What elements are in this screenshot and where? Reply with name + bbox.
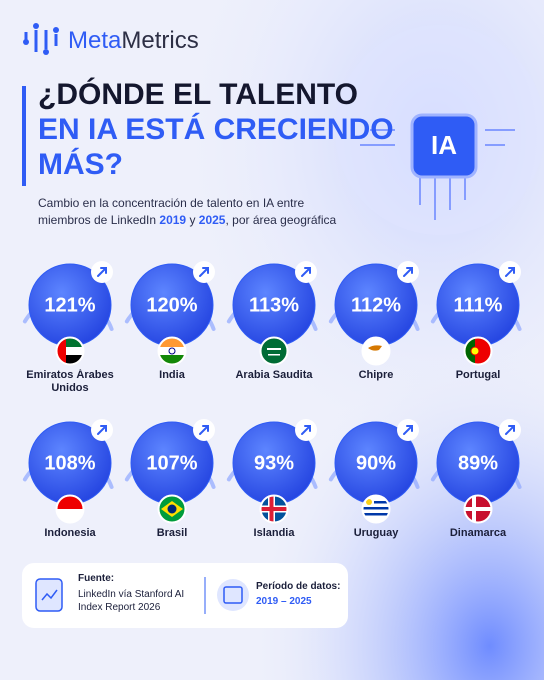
logo-icon — [23, 23, 59, 55]
flag-art — [57, 338, 83, 364]
period-label: Período de datos: — [256, 581, 340, 592]
flag — [55, 494, 85, 524]
flag — [361, 336, 391, 366]
subtitle-part: , por área geográfica — [225, 213, 337, 227]
flag-ring — [463, 336, 493, 366]
flag — [463, 336, 493, 366]
subtitle-box: Cambio en la concentración de talento en… — [38, 195, 338, 229]
flag-art — [465, 338, 491, 364]
subtitle: Cambio en la concentración de talento en… — [38, 195, 338, 229]
value-label: 121% — [44, 294, 95, 316]
arrow — [199, 425, 209, 435]
category-label: Uruguay — [353, 527, 399, 539]
category-label: Dinamarca — [449, 527, 507, 539]
flag — [259, 494, 289, 524]
flag-ring — [259, 336, 289, 366]
circuits — [360, 129, 515, 220]
category-label: Brasil — [156, 527, 188, 539]
flag-ring — [55, 336, 85, 366]
badge-text: IA — [431, 130, 457, 160]
brand: MetaMetrics — [68, 27, 199, 54]
subtitle-year: 2019 — [159, 213, 187, 227]
arrow — [403, 425, 413, 435]
category-label: India — [159, 369, 185, 381]
source-box: LinkedIn vía Stanford AI Index Report 20… — [78, 589, 185, 613]
label-box: Islandia — [253, 527, 295, 539]
flag-ring — [157, 336, 187, 366]
value-label: 113% — [249, 294, 299, 316]
value-label: 111% — [454, 294, 503, 316]
arrow — [199, 267, 209, 277]
flag — [361, 494, 391, 524]
category-label: Portugal — [455, 369, 501, 381]
title-bar — [22, 86, 26, 186]
value-label: 108% — [44, 452, 95, 474]
flag-art — [159, 338, 185, 364]
label-box: Emiratos Árabes Unidos — [26, 369, 114, 394]
value-label: 90% — [356, 452, 396, 474]
bubbles: 121% Emiratos Árabes Unidos 120% India 113% A… — [22, 261, 522, 539]
brand-part: Meta — [68, 27, 122, 54]
flag — [463, 494, 493, 524]
subtitle-part: y — [186, 213, 199, 227]
calendar-icon — [223, 586, 243, 604]
flag-art — [363, 496, 389, 522]
flag — [55, 336, 85, 366]
arrow — [97, 425, 107, 435]
label-box: Arabia Saudita — [235, 369, 313, 381]
flag — [157, 336, 187, 366]
flag-ring — [157, 494, 187, 524]
category-label: Islandia — [253, 527, 295, 539]
brand-part: Metrics — [121, 27, 198, 54]
flag-ring — [361, 494, 391, 524]
source-text: LinkedIn vía Stanford AI Index Report 20… — [78, 589, 185, 613]
footer-box — [22, 563, 348, 628]
subtitle-part: Cambio en la concentración de talento en… — [38, 196, 305, 227]
flag-art — [261, 338, 287, 364]
flag-art — [57, 496, 83, 522]
subtitle-year: 2025 — [198, 213, 226, 227]
arrow — [301, 425, 311, 435]
label-box: Portugal — [455, 369, 501, 381]
label-box: Chipre — [358, 369, 394, 381]
flag — [259, 336, 289, 366]
value-label: 93% — [254, 452, 294, 474]
flag-ring — [259, 494, 289, 524]
label-box: India — [159, 369, 185, 381]
flag-art — [261, 496, 287, 522]
source-label: Fuente: — [78, 573, 114, 584]
flag-art — [465, 496, 491, 522]
flag-ring — [361, 336, 391, 366]
arrow — [505, 425, 515, 435]
flag-art — [159, 496, 185, 522]
category-label: Emiratos Árabes Unidos — [26, 369, 114, 394]
label-box: Brasil — [156, 527, 188, 539]
category-label: Arabia Saudita — [235, 369, 313, 381]
value-label: 89% — [458, 452, 498, 474]
title: EN IA ESTÁ CRECIENDO — [38, 112, 394, 146]
arrow — [97, 267, 107, 277]
title: MÁS? — [38, 147, 123, 181]
label-box: Dinamarca — [449, 527, 507, 539]
calendar-bg — [217, 579, 249, 611]
badge — [410, 113, 478, 179]
category-label: Indonesia — [44, 527, 96, 539]
category-label: Chipre — [358, 369, 394, 381]
label-box: Uruguay — [353, 527, 399, 539]
flag-art — [363, 338, 389, 364]
value-label: 120% — [146, 294, 197, 316]
arrow — [301, 267, 311, 277]
arrow — [505, 267, 515, 277]
value-label: 107% — [146, 452, 197, 474]
arrow — [403, 267, 413, 277]
value-label: 112% — [351, 294, 401, 316]
flag — [157, 494, 187, 524]
title: ¿DÓNDE EL TALENTO — [38, 77, 358, 111]
flag-ring — [55, 494, 85, 524]
flag-ring — [463, 494, 493, 524]
doc-icon-line — [41, 589, 58, 601]
label-box: Indonesia — [44, 527, 96, 539]
period-value: 2019 – 2025 — [256, 596, 312, 607]
